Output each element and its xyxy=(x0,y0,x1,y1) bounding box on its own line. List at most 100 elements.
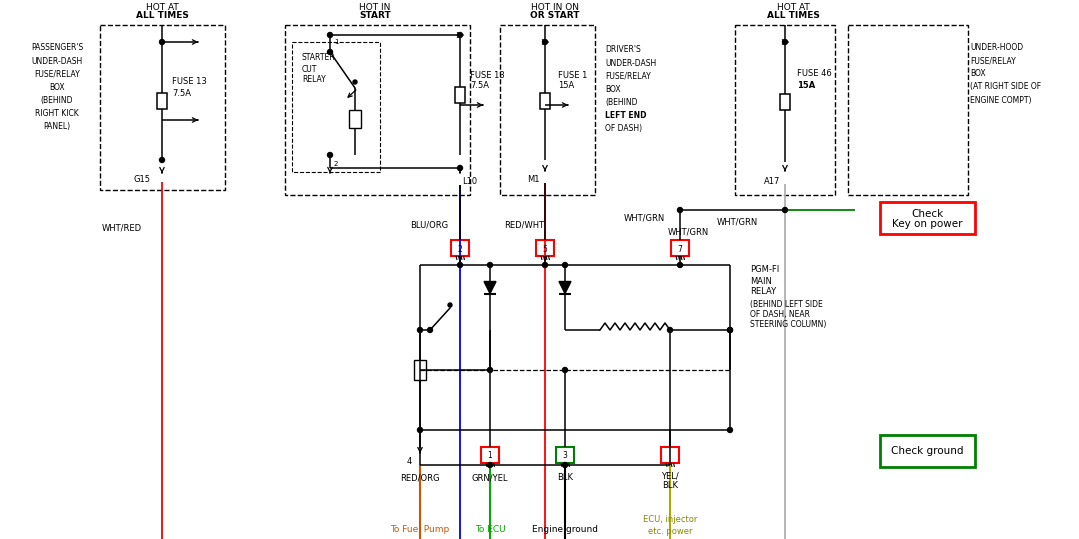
Text: BLK: BLK xyxy=(557,473,573,482)
Text: OF DASH): OF DASH) xyxy=(605,123,642,133)
Text: (AT RIGHT SIDE OF: (AT RIGHT SIDE OF xyxy=(970,82,1041,92)
Bar xyxy=(481,447,498,463)
Circle shape xyxy=(448,303,452,307)
Circle shape xyxy=(678,262,683,267)
Text: 7: 7 xyxy=(678,245,682,253)
Text: ALL TIMES: ALL TIMES xyxy=(766,11,819,20)
Text: GRN/YEL: GRN/YEL xyxy=(472,473,508,482)
Text: STARTER: STARTER xyxy=(302,53,336,63)
Circle shape xyxy=(543,39,547,45)
Text: To ECU: To ECU xyxy=(475,526,505,535)
Bar xyxy=(158,93,167,109)
Text: BLU/ORG: BLU/ORG xyxy=(410,220,448,230)
Bar xyxy=(455,87,465,103)
Text: WHT/GRN: WHT/GRN xyxy=(624,213,665,223)
Text: RELAY: RELAY xyxy=(302,75,326,85)
Bar xyxy=(880,202,975,234)
Text: ECU, injector: ECU, injector xyxy=(643,515,697,524)
Circle shape xyxy=(328,153,332,157)
Circle shape xyxy=(668,328,672,333)
Bar xyxy=(414,360,426,380)
Text: WHT/GRN: WHT/GRN xyxy=(668,227,709,237)
Text: 5: 5 xyxy=(543,245,547,253)
Text: WHT/GRN: WHT/GRN xyxy=(716,218,759,226)
Circle shape xyxy=(353,80,357,84)
Text: HOT AT: HOT AT xyxy=(146,3,178,11)
Circle shape xyxy=(782,208,788,212)
Polygon shape xyxy=(559,281,571,294)
Text: OR START: OR START xyxy=(530,11,579,20)
Bar xyxy=(880,435,975,467)
Bar xyxy=(848,25,968,195)
Circle shape xyxy=(488,462,492,467)
Circle shape xyxy=(562,462,568,467)
Text: L10: L10 xyxy=(462,177,477,186)
Text: ALL TIMES: ALL TIMES xyxy=(136,11,189,20)
Circle shape xyxy=(427,328,433,333)
Text: (BEHIND: (BEHIND xyxy=(41,95,73,105)
Text: (BEHIND LEFT SIDE: (BEHIND LEFT SIDE xyxy=(750,301,823,309)
Text: 2: 2 xyxy=(334,161,339,167)
Text: BLK: BLK xyxy=(663,481,678,490)
Text: 3: 3 xyxy=(562,452,568,460)
Circle shape xyxy=(727,427,733,432)
Circle shape xyxy=(418,328,423,333)
Text: UNDER-HOOD: UNDER-HOOD xyxy=(970,44,1023,52)
Text: PANEL): PANEL) xyxy=(43,121,70,130)
Text: YEL/: YEL/ xyxy=(661,472,679,480)
Text: OF DASH, NEAR: OF DASH, NEAR xyxy=(750,310,810,320)
Text: M1: M1 xyxy=(528,176,540,184)
Text: STEERING COLUMN): STEERING COLUMN) xyxy=(750,321,827,329)
Bar xyxy=(661,447,679,463)
Text: RED/WHT: RED/WHT xyxy=(504,220,544,230)
Text: FUSE 46: FUSE 46 xyxy=(797,70,832,79)
Bar xyxy=(540,93,550,109)
Circle shape xyxy=(727,328,733,333)
Text: FUSE/RELAY: FUSE/RELAY xyxy=(970,57,1015,66)
Text: 15A: 15A xyxy=(797,81,816,91)
Circle shape xyxy=(418,427,423,432)
Bar xyxy=(451,240,469,256)
Text: (BEHIND: (BEHIND xyxy=(605,98,638,107)
Text: etc. power: etc. power xyxy=(647,527,693,536)
Text: CUT: CUT xyxy=(302,65,317,73)
Circle shape xyxy=(782,39,788,45)
Circle shape xyxy=(160,157,164,162)
Bar xyxy=(556,447,574,463)
Text: 7.5A: 7.5A xyxy=(470,81,489,91)
Text: UNDER-DASH: UNDER-DASH xyxy=(31,57,83,66)
Circle shape xyxy=(457,165,463,170)
Text: Engine ground: Engine ground xyxy=(532,526,598,535)
Text: To Fuel Pump: To Fuel Pump xyxy=(391,526,450,535)
Text: 7.5A: 7.5A xyxy=(172,88,191,98)
Text: HOT IN: HOT IN xyxy=(359,3,391,11)
Circle shape xyxy=(727,328,733,333)
Bar xyxy=(780,94,790,110)
Text: LEFT END: LEFT END xyxy=(605,110,646,120)
Text: DRIVER'S: DRIVER'S xyxy=(605,45,641,54)
Bar xyxy=(100,25,226,190)
Text: RELAY: RELAY xyxy=(750,287,776,296)
Bar xyxy=(292,42,380,172)
Bar xyxy=(285,25,470,195)
Text: 4: 4 xyxy=(407,458,412,466)
Polygon shape xyxy=(484,281,496,294)
Text: BOX: BOX xyxy=(605,85,620,93)
Text: MAIN: MAIN xyxy=(750,277,771,286)
Text: Check ground: Check ground xyxy=(891,446,964,456)
Text: BOX: BOX xyxy=(970,70,985,79)
Text: ENGINE COMPT): ENGINE COMPT) xyxy=(970,95,1032,105)
Text: BOX: BOX xyxy=(50,82,65,92)
Text: UNDER-DASH: UNDER-DASH xyxy=(605,59,656,67)
Text: FUSE 1: FUSE 1 xyxy=(558,71,587,79)
Circle shape xyxy=(457,32,463,38)
Text: Check: Check xyxy=(911,209,943,219)
Circle shape xyxy=(488,262,492,267)
Text: Key on power: Key on power xyxy=(891,219,962,229)
Text: FUSE 13: FUSE 13 xyxy=(470,71,505,79)
Text: RIGHT KICK: RIGHT KICK xyxy=(36,108,79,118)
Text: 15A: 15A xyxy=(558,81,574,91)
Text: FUSE 13: FUSE 13 xyxy=(172,78,207,86)
Bar xyxy=(536,240,554,256)
Text: FUSE/RELAY: FUSE/RELAY xyxy=(35,70,80,79)
